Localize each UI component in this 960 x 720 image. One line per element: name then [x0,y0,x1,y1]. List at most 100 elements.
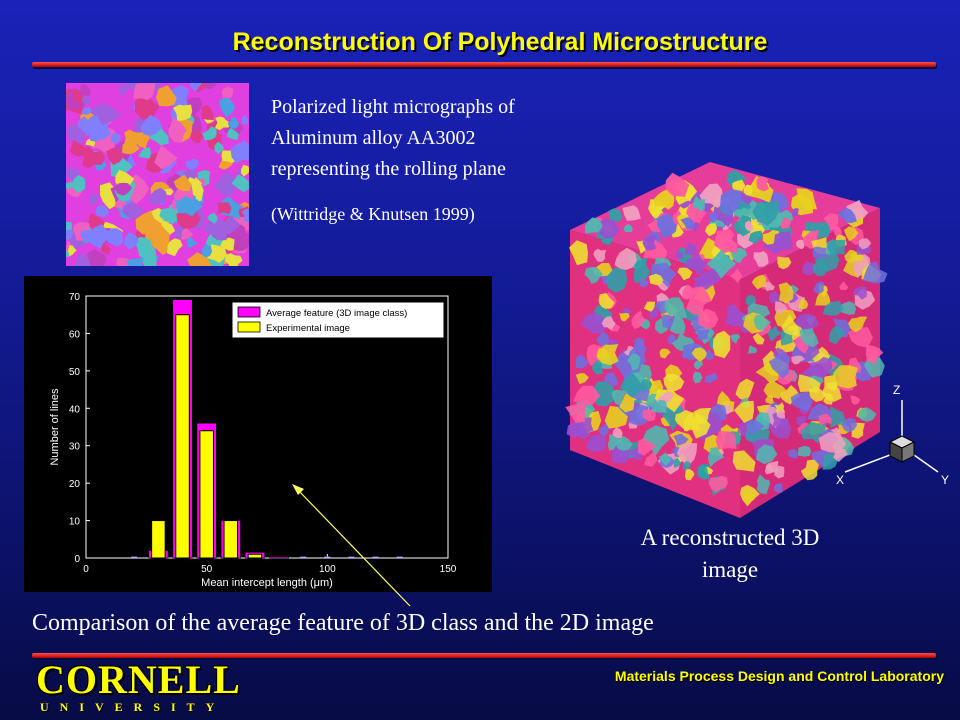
grain [82,146,106,169]
grain [732,450,756,472]
grain [106,228,123,247]
grain [66,123,87,144]
grain [201,244,213,258]
grain [822,300,844,316]
grain [119,85,129,94]
grain [815,290,831,306]
grain [622,205,641,221]
grain [776,409,785,419]
grain [857,407,877,422]
grain [591,360,603,375]
grain [643,301,656,312]
grain [202,126,217,141]
grain [682,460,691,470]
grain [826,381,838,391]
grain [601,316,616,331]
grain [604,405,628,429]
grain [656,214,677,239]
grain [818,413,832,426]
grain [644,452,658,467]
grain [230,140,249,164]
grain [69,140,87,158]
grain [680,216,695,230]
grain [698,308,719,330]
grain [707,447,725,468]
grain [185,158,199,171]
grain [66,227,74,241]
footer-divider [32,653,936,658]
grain [693,360,704,370]
grain [791,355,805,365]
grain [752,200,779,226]
grain [712,330,731,359]
cube-caption-line-2: image [701,557,759,582]
grain [99,242,111,255]
grain [798,298,809,310]
grain [575,373,589,385]
grain [187,252,212,266]
grain [81,106,93,115]
grain [147,227,171,255]
grain [224,253,243,266]
grain [66,182,73,190]
grain [676,443,698,467]
grain [219,196,245,220]
grain [732,215,752,237]
grain [168,117,187,143]
grain [642,234,658,251]
grain [73,253,91,266]
grain [633,338,645,350]
grain [159,208,179,224]
grain [751,274,767,290]
x-tick-label: 50 [201,564,213,575]
y-tick-label: 0 [74,554,80,565]
cornell-logo: CORNELL UNIVERSITY [36,660,240,716]
grain [767,325,783,342]
slide-title: Reconstruction Of Polyhedral Microstruct… [232,28,768,56]
grain [113,182,133,196]
grain [190,128,204,144]
grain [220,237,236,251]
grain [704,372,719,384]
axis-x-label: X [836,473,844,487]
grain [598,293,615,309]
grain [663,373,685,392]
grain [85,249,107,266]
y-tick-label: 10 [69,517,81,528]
grain [744,220,754,232]
grain [614,247,637,270]
grain [862,261,888,284]
grain [221,215,241,235]
grain [565,403,586,423]
grain [135,237,153,257]
grain [699,268,722,290]
grain [148,187,168,205]
axis-z-label: Z [893,383,900,397]
caption-line-3: representing the rolling plane [271,158,506,180]
grain [753,251,769,267]
grain [659,452,672,466]
grain [752,333,765,345]
bar-experimental [175,314,190,559]
grain [642,425,670,456]
grain [774,483,783,493]
grain [747,345,758,354]
y-tick-label: 60 [69,329,81,340]
grain [852,286,867,300]
grain [110,132,122,144]
grain [844,226,859,242]
grain [90,105,106,117]
bar-3d-class [269,556,289,559]
grain [659,348,671,359]
bar-experimental [199,430,214,559]
citation: (Wittridge & Knutsen 1999) [271,204,475,224]
grain [695,329,710,341]
grain [205,83,217,90]
grain [781,314,799,336]
legend-swatch-3d [237,306,261,318]
legend: Average feature (3D image class) Experim… [231,301,445,339]
grain [115,198,128,211]
grain [611,389,625,406]
grain [181,228,194,240]
grain [214,172,238,197]
